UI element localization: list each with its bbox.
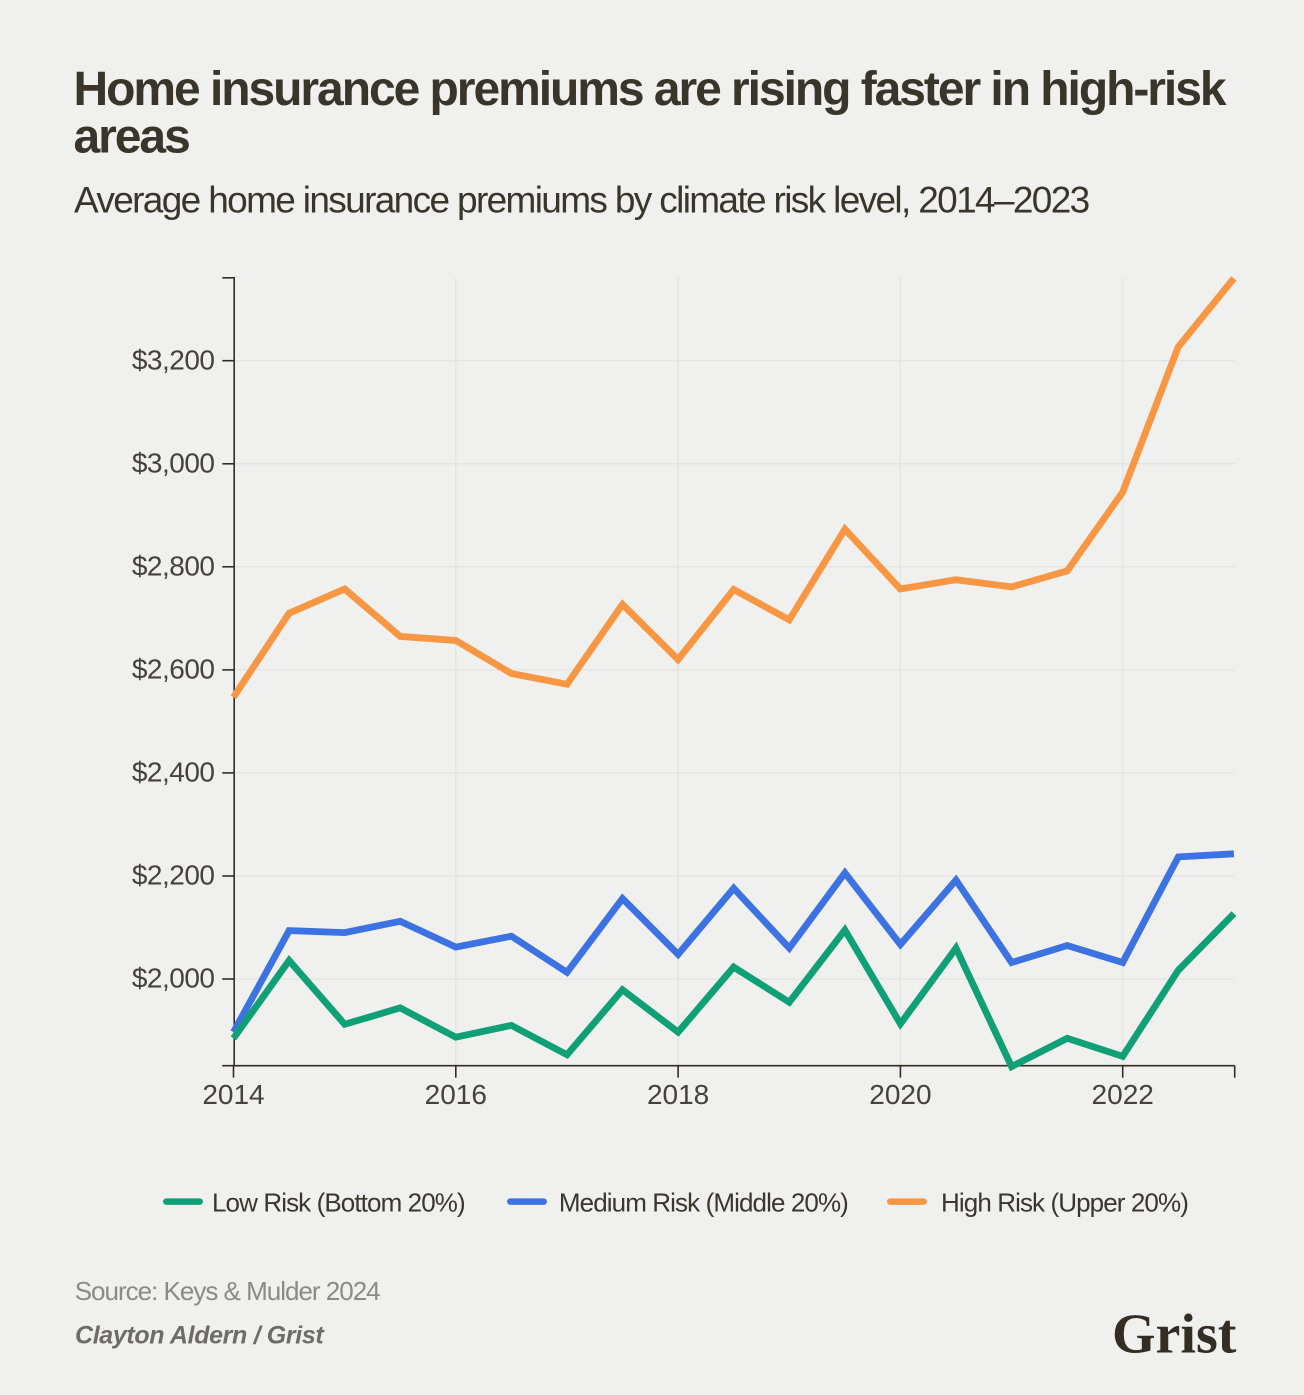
- svg-text:$2,000: $2,000: [132, 963, 215, 994]
- svg-text:Average home insurance premium: Average home insurance premiums by clima…: [74, 180, 1089, 221]
- svg-text:Clayton Aldern / Grist: Clayton Aldern / Grist: [75, 1322, 325, 1350]
- svg-text:2016: 2016: [425, 1079, 487, 1110]
- svg-text:Grist: Grist: [1112, 1304, 1237, 1366]
- svg-text:2014: 2014: [202, 1079, 264, 1110]
- svg-text:Medium Risk (Middle 20%): Medium Risk (Middle 20%): [559, 1188, 848, 1218]
- svg-text:Source: Keys & Mulder 2024: Source: Keys & Mulder 2024: [75, 1276, 380, 1306]
- svg-text:2020: 2020: [869, 1079, 931, 1110]
- svg-text:$3,200: $3,200: [132, 344, 215, 375]
- svg-text:2022: 2022: [1092, 1079, 1154, 1110]
- svg-text:Home insurance premiums are ri: Home insurance premiums are rising faste…: [74, 63, 1227, 116]
- svg-text:High Risk (Upper 20%): High Risk (Upper 20%): [941, 1188, 1188, 1218]
- svg-text:$3,000: $3,000: [132, 447, 215, 478]
- svg-text:$2,400: $2,400: [132, 757, 215, 788]
- svg-text:Low Risk (Bottom 20%): Low Risk (Bottom 20%): [212, 1188, 465, 1218]
- svg-text:$2,800: $2,800: [132, 550, 215, 581]
- svg-text:$2,600: $2,600: [132, 654, 215, 685]
- svg-text:areas: areas: [74, 110, 190, 163]
- svg-text:$2,200: $2,200: [132, 860, 215, 891]
- svg-text:2018: 2018: [647, 1079, 709, 1110]
